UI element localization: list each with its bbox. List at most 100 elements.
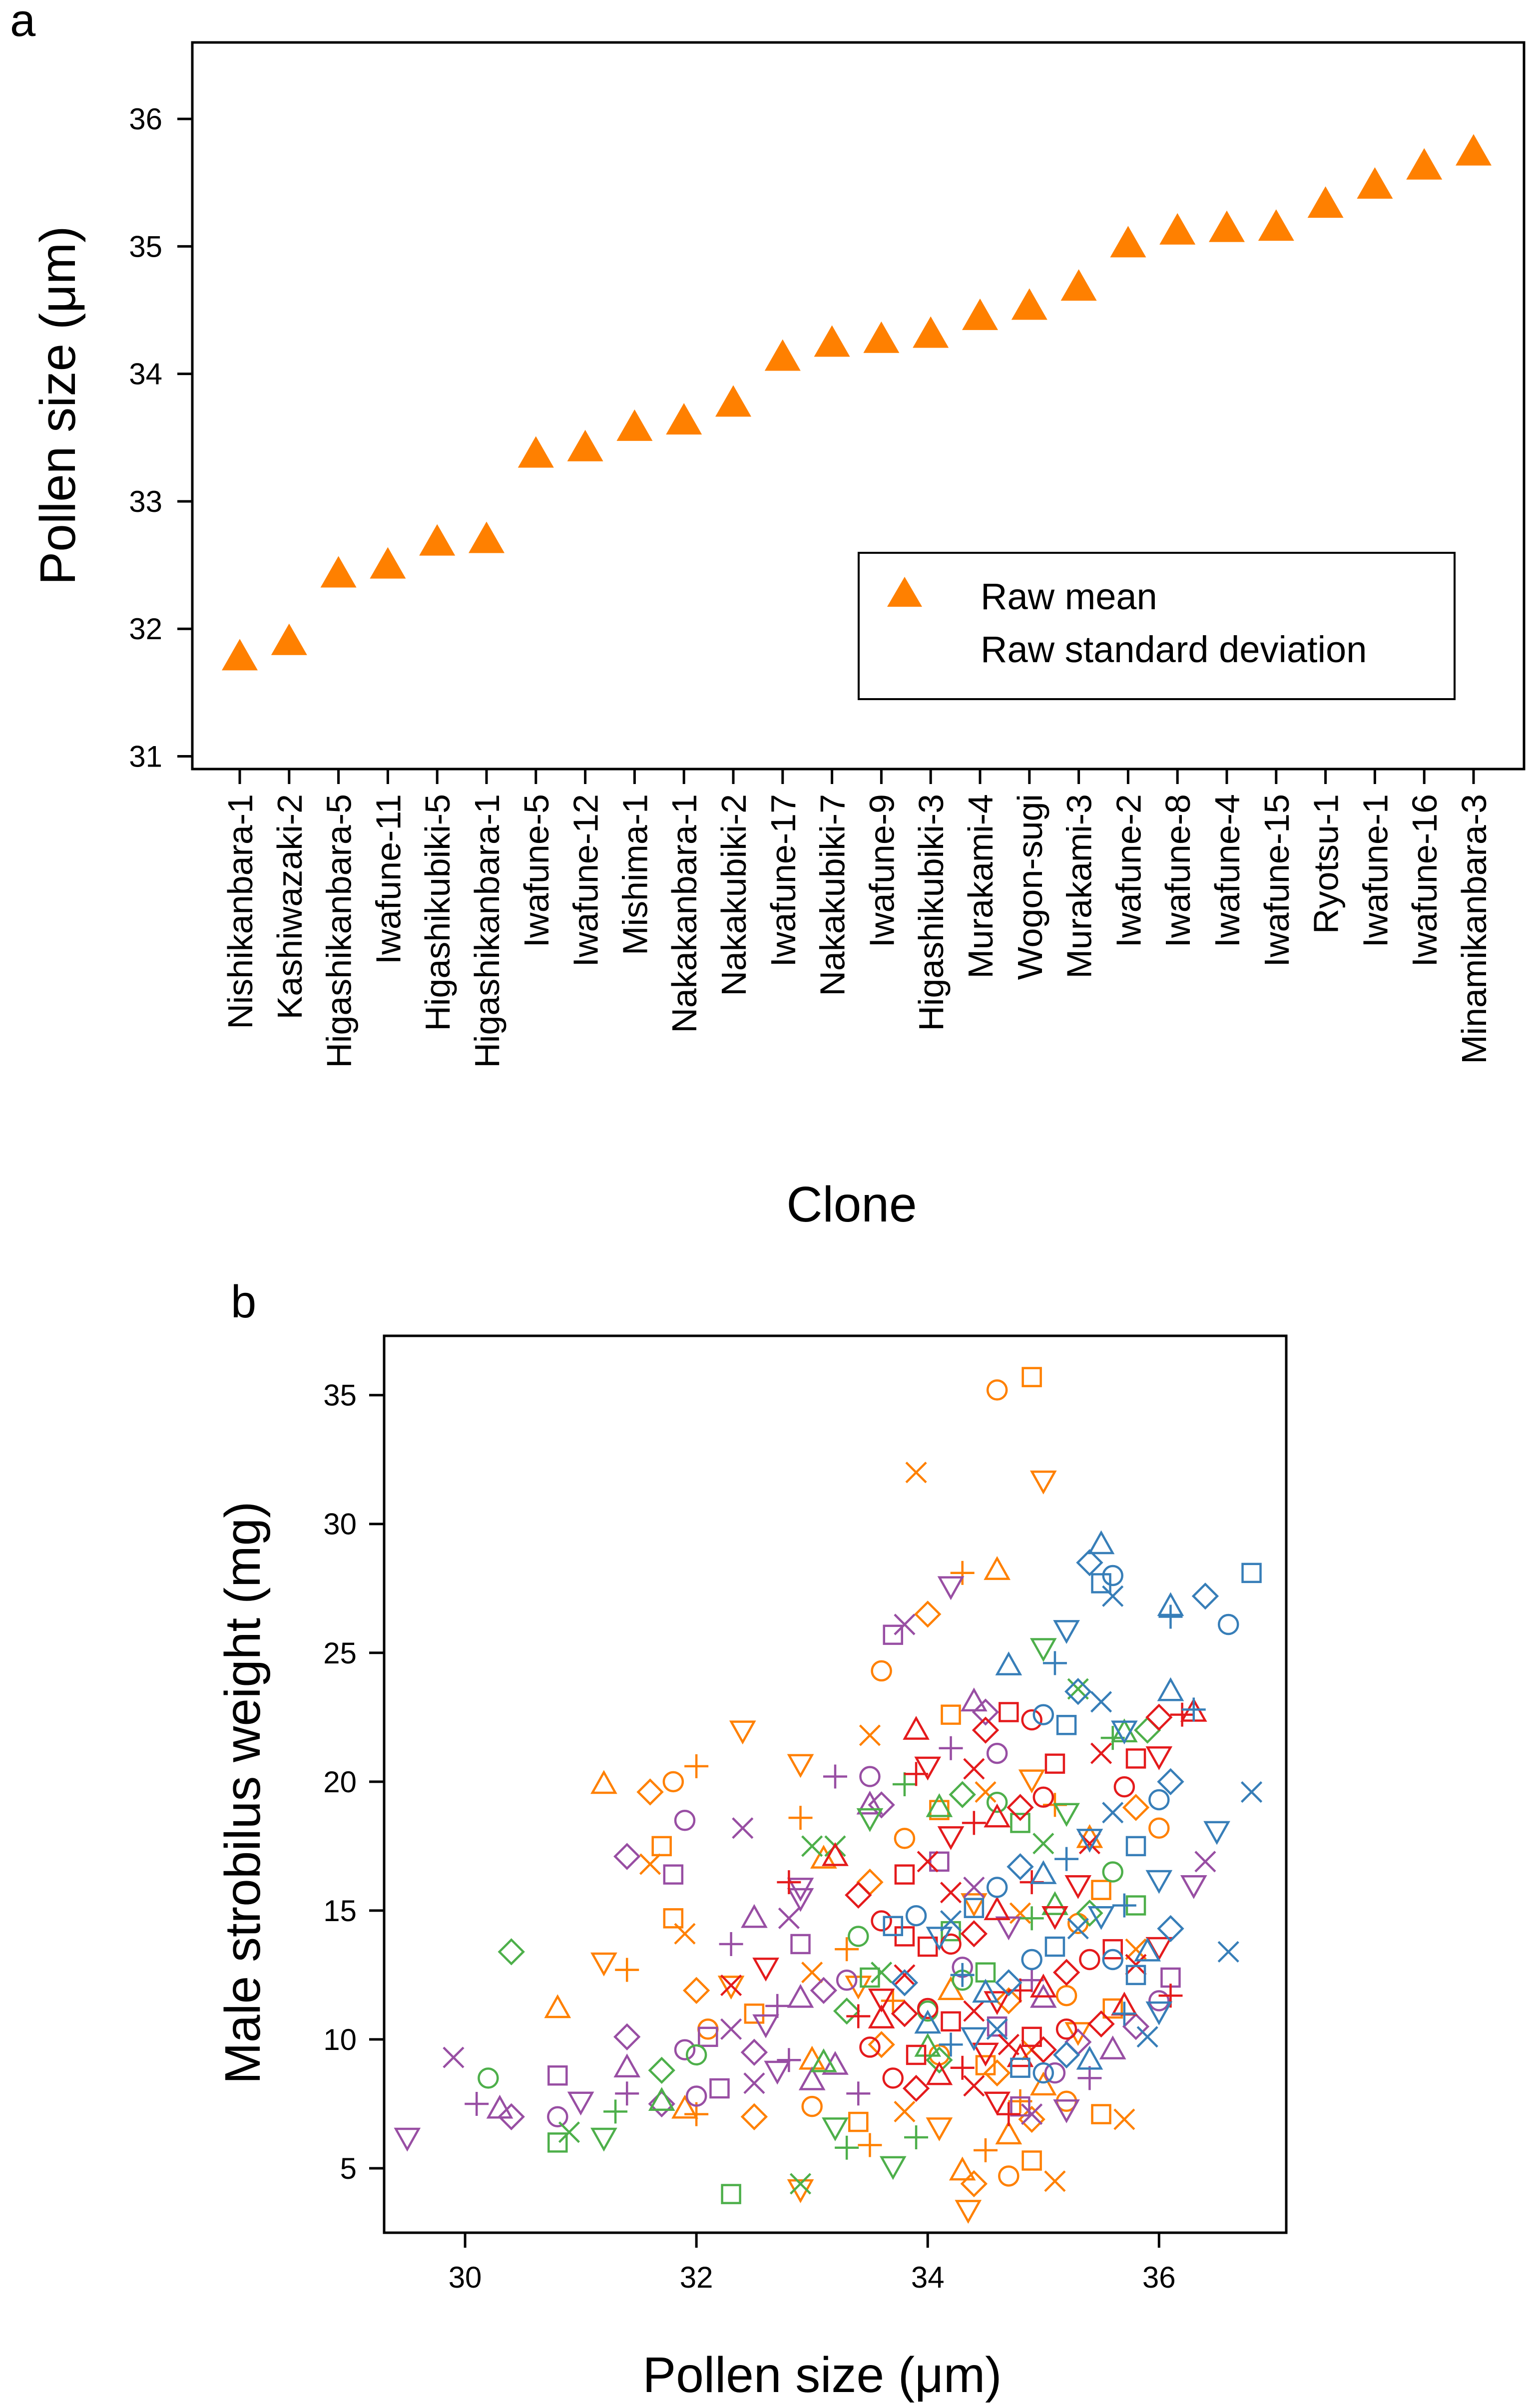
data-point-square [1102,1939,1123,1960]
data-point-square [917,1936,938,1957]
data-point-diamond [810,1977,838,2005]
data-point-triangle-down [995,1916,1023,1941]
raw-mean-point [271,623,307,655]
data-point-square [1125,1836,1146,1857]
data-point-diamond [1076,1899,1103,1927]
panel-a-ytick-label: 34 [129,358,162,391]
data-point-square [929,1851,950,1872]
data-point-triangle-up [590,1770,617,1794]
panel-b-ytick-label: 20 [323,1765,357,1799]
data-point-circle [905,1905,927,1927]
data-point-diamond [1087,2010,1115,2038]
data-point-triangle-down [787,1754,814,1778]
data-point-cross [1136,2026,1158,2048]
panel-a-xtick-label: Nakakubiki-2 [714,794,753,996]
raw-mean-point [370,547,406,579]
data-point-diamond [1076,1549,1103,1577]
data-point-plus [904,1762,929,1786]
panel-b-y-axis-label: Male strobilus weight (mg) [215,1501,271,2084]
data-point-triangle-down [1180,1875,1207,1899]
data-point-cross [743,2072,765,2094]
data-point-cross [986,2018,1008,2040]
data-point-diamond [613,1843,641,1870]
data-point-square [1010,2057,1030,2078]
data-point-triangle-down [752,2014,779,2038]
panel-a-ytick-label: 33 [129,485,162,518]
data-point-diamond [1122,1794,1150,1821]
data-point-cross [905,1461,927,1484]
data-point-diamond [902,2074,930,2102]
data-point-diamond [1145,1703,1173,1731]
data-point-diamond [648,2056,675,2084]
raw-mean-point [320,556,357,588]
legend-raw-mean: Raw mean [981,576,1157,617]
data-point-circle [1055,1985,1077,2007]
data-point-square [941,2011,961,2032]
data-point-circle [1217,1613,1239,1635]
panel-b-ytick-label: 15 [323,1894,357,1928]
data-point-plus [1054,1847,1079,1871]
data-point-triangle-down [1087,1906,1115,1930]
panel-a-xtick-label: Iwafune-4 [1208,794,1247,947]
data-point-triangle-up [1029,1860,1057,1884]
data-point-plus [950,1561,975,1585]
data-point-plus [1112,2002,1136,2026]
data-point-cross [801,1962,823,1984]
data-point-square [1056,1715,1077,1735]
data-point-triangle-down [1111,1720,1138,1745]
data-point-circle [986,1379,1008,1401]
data-point-triangle-down [961,2027,988,2051]
panel-a-xtick-label: Minamikanbara-3 [1455,794,1494,1064]
panel-a-xtick-label: Iwafune-5 [517,794,556,947]
data-point-cross [443,2046,465,2068]
data-point-triangle-up [810,2048,837,2072]
legend-triangle-marker [887,577,922,607]
data-point-circle [1079,1949,1100,1971]
data-point-plus [465,2091,489,2116]
data-point-triangle-down [1145,1870,1173,1894]
data-point-diamond [972,1716,1000,1744]
panel-a-ytick-label: 31 [129,740,162,773]
panel-a-y-axis-label: Pollen size (μm) [30,226,86,585]
data-point-circle [697,2018,719,2040]
data-point-plus [603,2099,628,2124]
data-point-plus [1158,1605,1183,1629]
data-point-circle [1032,1704,1054,1725]
data-point-circle [859,1766,881,1787]
data-point-circle [547,2106,568,2128]
panel-a-xtick-label: Wogon-sugi [1011,794,1049,980]
data-point-triangle-up [856,1790,884,1815]
data-point-triangle-up [648,2087,675,2111]
data-point-square [975,1962,996,1983]
data-point-cross [674,1923,696,1945]
panel-a-xtick-label: Higashikubiki-5 [418,794,457,1031]
panel-b-label: b [231,1276,256,1327]
panel-a-legend: Raw mean Raw standard deviation [858,552,1456,700]
data-point-diamond [498,1938,525,1966]
data-point-cross [894,1613,916,1635]
data-point-cross [963,1876,985,1899]
data-point-plus [846,2004,871,2028]
data-point-cross [1217,1941,1239,1963]
data-point-plus [939,2032,963,2057]
data-point-circle [871,1660,892,1682]
raw-mean-point [419,524,456,556]
data-point-cross [732,1817,754,1839]
panel-a-xtick-label: Ryotsu-1 [1307,794,1346,934]
data-point-diamond [1007,1853,1034,1881]
panel-a-points [222,134,1492,671]
panel-a-xtick-label: Iwafune-15 [1257,794,1296,967]
data-point-square [663,1864,684,1885]
data-point-plus [788,1806,813,1830]
data-point-plus [1042,1651,1067,1675]
data-point-diamond [1157,1915,1184,1943]
panel-b-xtick-label: 30 [449,2261,482,2294]
data-point-square [1241,1563,1262,1584]
data-point-triangle-up [995,1651,1023,1675]
panel-b-chart: b 5 10 15 20 25 30 35 30 32 34 36 Male strobilus … [215,1276,1288,2403]
data-point-square [1091,2104,1111,2124]
data-point-square [894,1864,915,1885]
data-point-triangle-down [1018,1769,1045,1794]
data-point-plus [846,2081,871,2106]
data-point-circle [1102,1949,1123,1971]
